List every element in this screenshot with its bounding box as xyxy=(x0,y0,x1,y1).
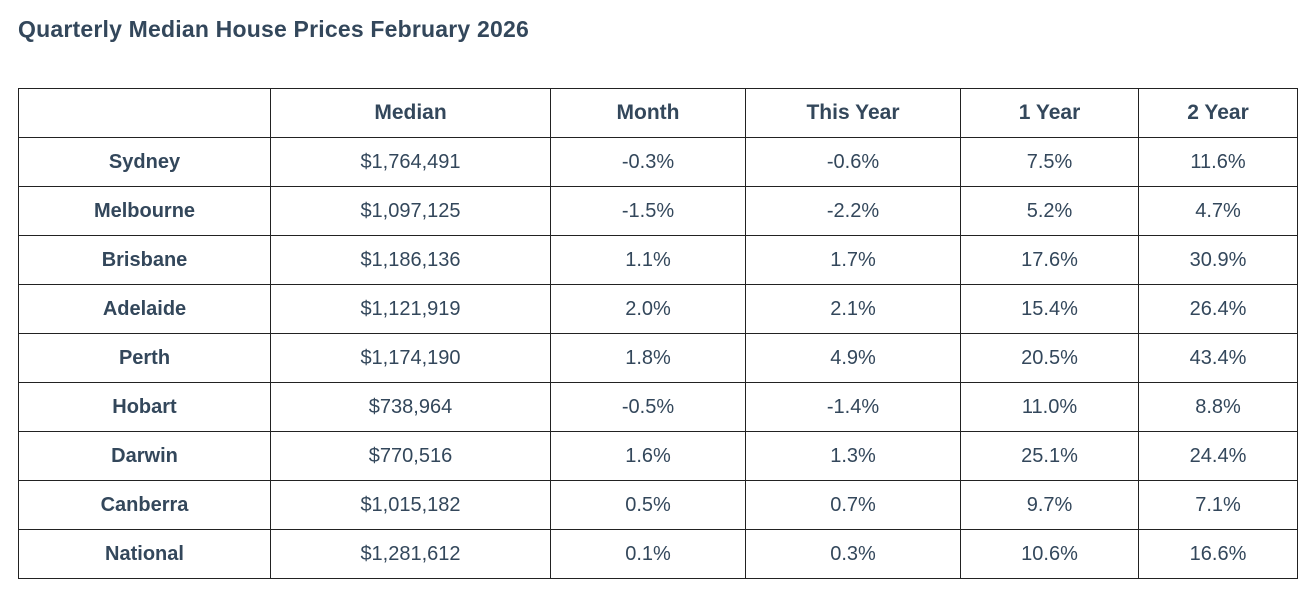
header-cell-this-year: This Year xyxy=(745,88,961,138)
table-body: Sydney $1,764,491 -0.3% -0.6% 7.5% 11.6% Melbo… xyxy=(18,137,1298,579)
table-cell-this-year: 0.7% xyxy=(745,480,961,530)
header-cell-city xyxy=(18,88,271,138)
house-prices-table: Median Month This Year 1 Year 2 Year Sydney $… xyxy=(18,88,1298,579)
row-label: Brisbane xyxy=(18,235,271,285)
table-cell-1-year: 11.0% xyxy=(960,382,1139,432)
table-cell-2-year: 11.6% xyxy=(1138,137,1298,187)
table-cell-this-year: 1.7% xyxy=(745,235,961,285)
table-row: Adelaide $1,121,919 2.0% 2.1% 15.4% 26.4% xyxy=(18,284,1298,334)
table-cell-median: $1,015,182 xyxy=(270,480,551,530)
table-cell-1-year: 20.5% xyxy=(960,333,1139,383)
table-cell-2-year: 26.4% xyxy=(1138,284,1298,334)
table-cell-month: -0.3% xyxy=(550,137,746,187)
header-cell-2-year: 2 Year xyxy=(1138,88,1298,138)
row-label: Melbourne xyxy=(18,186,271,236)
table-row: National $1,281,612 0.1% 0.3% 10.6% 16.6% xyxy=(18,529,1298,579)
header-row: Median Month This Year 1 Year 2 Year xyxy=(18,88,1298,138)
header-cell-1-year: 1 Year xyxy=(960,88,1139,138)
table-header: Median Month This Year 1 Year 2 Year xyxy=(18,88,1298,138)
table-cell-median: $1,281,612 xyxy=(270,529,551,579)
table-cell-median: $1,186,136 xyxy=(270,235,551,285)
table-cell-median: $770,516 xyxy=(270,431,551,481)
table-cell-this-year: 2.1% xyxy=(745,284,961,334)
row-label: Darwin xyxy=(18,431,271,481)
row-label: Adelaide xyxy=(18,284,271,334)
table-cell-this-year: -2.2% xyxy=(745,186,961,236)
table-cell-month: 1.8% xyxy=(550,333,746,383)
table-cell-median: $1,174,190 xyxy=(270,333,551,383)
table-cell-month: 0.5% xyxy=(550,480,746,530)
table-cell-this-year: 1.3% xyxy=(745,431,961,481)
table-cell-this-year: -0.6% xyxy=(745,137,961,187)
header-cell-median: Median xyxy=(270,88,551,138)
table-cell-month: 1.6% xyxy=(550,431,746,481)
table-cell-1-year: 25.1% xyxy=(960,431,1139,481)
table-cell-median: $738,964 xyxy=(270,382,551,432)
table-cell-this-year: 4.9% xyxy=(745,333,961,383)
table-cell-1-year: 5.2% xyxy=(960,186,1139,236)
table-cell-median: $1,097,125 xyxy=(270,186,551,236)
page-title: Quarterly Median House Prices February 2… xyxy=(18,16,529,42)
table-cell-median: $1,764,491 xyxy=(270,137,551,187)
row-label: Canberra xyxy=(18,480,271,530)
table-row: Sydney $1,764,491 -0.3% -0.6% 7.5% 11.6% xyxy=(18,137,1298,187)
table-cell-1-year: 15.4% xyxy=(960,284,1139,334)
header-cell-month: Month xyxy=(550,88,746,138)
table-cell-this-year: -1.4% xyxy=(745,382,961,432)
table-cell-2-year: 4.7% xyxy=(1138,186,1298,236)
table-cell-1-year: 9.7% xyxy=(960,480,1139,530)
table-cell-1-year: 17.6% xyxy=(960,235,1139,285)
table-cell-2-year: 7.1% xyxy=(1138,480,1298,530)
table-row: Perth $1,174,190 1.8% 4.9% 20.5% 43.4% xyxy=(18,333,1298,383)
table-cell-2-year: 8.8% xyxy=(1138,382,1298,432)
table-cell-median: $1,121,919 xyxy=(270,284,551,334)
table-cell-month: -0.5% xyxy=(550,382,746,432)
table-cell-1-year: 7.5% xyxy=(960,137,1139,187)
table-row: Melbourne $1,097,125 -1.5% -2.2% 5.2% 4.7% xyxy=(18,186,1298,236)
table-cell-month: -1.5% xyxy=(550,186,746,236)
table-cell-2-year: 24.4% xyxy=(1138,431,1298,481)
table-row: Brisbane $1,186,136 1.1% 1.7% 17.6% 30.9% xyxy=(18,235,1298,285)
row-label: Perth xyxy=(18,333,271,383)
table-cell-this-year: 0.3% xyxy=(745,529,961,579)
table-cell-month: 0.1% xyxy=(550,529,746,579)
table-cell-2-year: 16.6% xyxy=(1138,529,1298,579)
table-cell-month: 1.1% xyxy=(550,235,746,285)
row-label: National xyxy=(18,529,271,579)
row-label: Sydney xyxy=(18,137,271,187)
table-row: Darwin $770,516 1.6% 1.3% 25.1% 24.4% xyxy=(18,431,1298,481)
table-row: Canberra $1,015,182 0.5% 0.7% 9.7% 7.1% xyxy=(18,480,1298,530)
table-cell-month: 2.0% xyxy=(550,284,746,334)
row-label: Hobart xyxy=(18,382,271,432)
page: { "title": "Quarterly Median House Price… xyxy=(0,14,1312,612)
table-row: Hobart $738,964 -0.5% -1.4% 11.0% 8.8% xyxy=(18,382,1298,432)
table-cell-2-year: 43.4% xyxy=(1138,333,1298,383)
table-cell-1-year: 10.6% xyxy=(960,529,1139,579)
table-cell-2-year: 30.9% xyxy=(1138,235,1298,285)
